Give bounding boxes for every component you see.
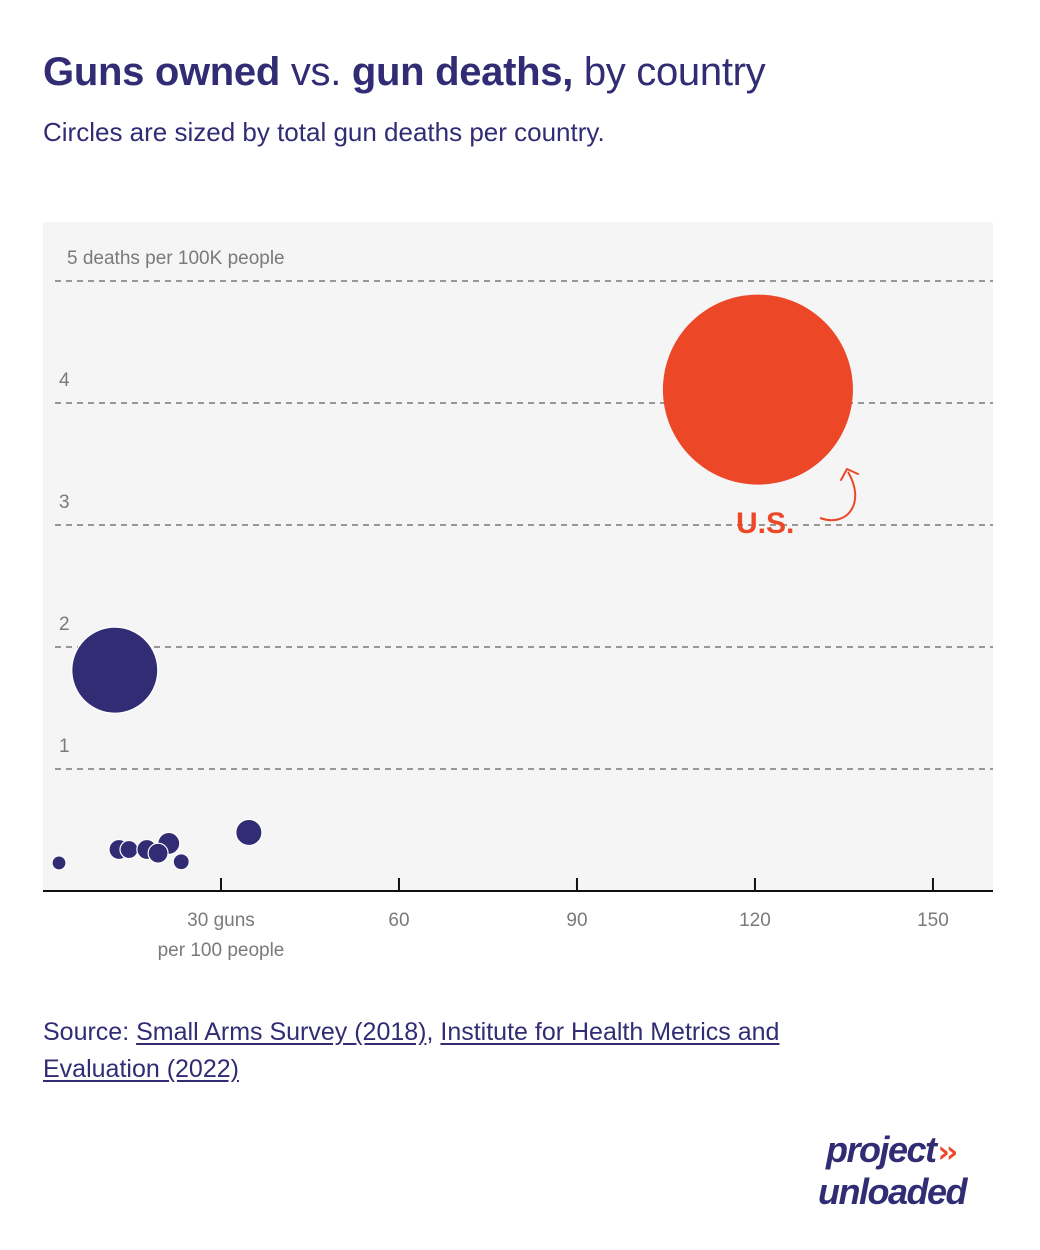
data-points [51, 294, 853, 871]
plot-background [43, 222, 993, 891]
source-note: Source: Small Arms Survey (2018), Instit… [43, 1014, 903, 1088]
title-by-country: by country [573, 50, 766, 94]
us-annotation: U.S. [736, 468, 859, 540]
y-tick-labels: 1 2 3 4 5 deaths per 100K people [59, 248, 285, 757]
us-label: U.S. [736, 507, 794, 540]
source-link-small-arms-survey[interactable]: Small Arms Survey (2018) [136, 1018, 427, 1046]
logo-line-1: project [826, 1129, 937, 1170]
x-tick-label: 60 [388, 910, 409, 931]
data-point [71, 626, 159, 714]
logo-line-2: unloaded [818, 1171, 968, 1212]
y-tick-label: 2 [59, 614, 70, 635]
data-point [172, 853, 190, 871]
x-tick-label: 120 [739, 910, 771, 931]
source-separator: , [426, 1018, 441, 1046]
data-point [119, 839, 139, 860]
y-tick-label: 3 [59, 492, 70, 513]
x-ticks: 30 guns 60 90 120 150 per 100 people [158, 878, 949, 961]
x-tick-label: 90 [566, 910, 587, 931]
data-point [147, 842, 169, 864]
us-arrowhead-icon [840, 468, 859, 481]
title-guns-owned: Guns owned [43, 50, 281, 94]
chart-subtitle: Circles are sized by total gun deaths pe… [43, 117, 605, 147]
data-point [235, 818, 263, 847]
source-prefix: Source: [43, 1018, 137, 1046]
title-vs: vs. [280, 50, 352, 94]
x-axis-sublabel: per 100 people [158, 940, 285, 961]
y-tick-label: 5 deaths per 100K people [67, 248, 285, 269]
source-link-ihme[interactable]: Institute for Health Metrics and Evaluat… [43, 1018, 780, 1083]
data-point-us [662, 294, 853, 485]
x-tick-label: 30 guns [187, 910, 255, 931]
us-arrow-icon [819, 471, 857, 521]
chart-title: Guns owned vs. gun deaths, by country [43, 46, 766, 98]
scatter-chart: 1 2 3 4 5 deaths per 100K people 30 guns 60 90… [43, 222, 993, 961]
title-gun-deaths: gun deaths, [351, 50, 574, 94]
x-tick-label: 150 [917, 910, 949, 931]
data-point [51, 855, 67, 871]
y-tick-label: 4 [59, 370, 70, 391]
project-unloaded-logo: project ›› unloaded [818, 1128, 1018, 1216]
logo-chevrons-icon: ›› [937, 1135, 959, 1170]
y-tick-label: 1 [59, 736, 70, 757]
